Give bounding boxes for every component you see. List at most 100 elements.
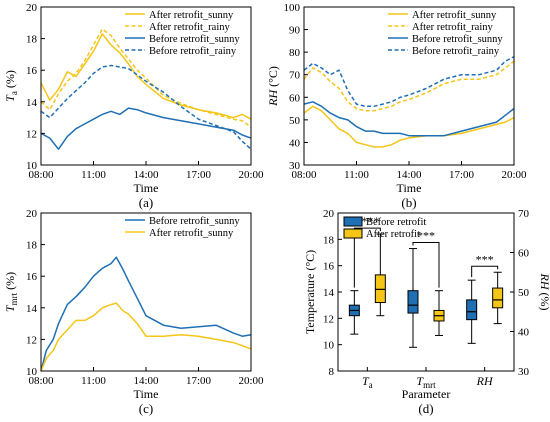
y-axis-label-right-unit: (%): [538, 290, 550, 311]
box-2-0: [466, 299, 478, 321]
series-line-a-2: [40, 107, 252, 150]
y-tick-label: 20: [26, 208, 38, 220]
y-axis-label-unit: (°C): [266, 66, 280, 90]
y-axis-label-main: T: [3, 94, 17, 102]
legend-label-d-1: After retrofit: [366, 229, 420, 240]
significance-bracket: [412, 242, 440, 288]
legend-label-a-2: Before retrofit_sunny: [149, 34, 240, 45]
x-tick-label: 11:00: [81, 169, 106, 181]
panel-caption: (d): [418, 401, 433, 416]
x-tick-label: 20:00: [501, 169, 527, 181]
y-tick-label-right: 30: [518, 366, 530, 378]
significance-label: ***: [476, 252, 494, 266]
y-tick-label-right: 60: [518, 248, 530, 260]
y-tick-label-left: 20: [323, 208, 335, 220]
x-tick-label: 17:00: [449, 169, 475, 181]
x-tick-label: 11:00: [344, 169, 369, 181]
category-label-main: RH: [476, 374, 494, 388]
legend-swatch-d-0: [343, 216, 363, 227]
y-tick-label: 50: [289, 115, 301, 127]
legend-label-b-2: Before retrofit_sunny: [412, 34, 503, 45]
series-line-a-1: [40, 28, 252, 128]
y-tick-label: 10: [26, 366, 38, 378]
y-axis-label-left: Temperature (°C): [303, 250, 317, 334]
y-tick-label-right: 70: [518, 208, 530, 220]
y-axis-label: Ta (%): [3, 70, 19, 102]
x-tick-label: 17:00: [186, 375, 212, 387]
x-axis-label: Time: [134, 181, 159, 195]
y-axis-label-unit: (%): [3, 70, 17, 91]
category-label: RH: [476, 374, 494, 388]
x-tick-label: 14:00: [133, 375, 159, 387]
legend-label-a-1: After retrofit_rainy: [149, 22, 231, 33]
y-tick-label: 14: [26, 97, 38, 109]
panel-caption: (c): [139, 401, 153, 416]
y-axis-label-main: RH: [266, 89, 280, 107]
y-tick-label: 100: [284, 2, 301, 14]
y-tick-label-right: 50: [518, 287, 530, 299]
x-axis-label: Time: [397, 181, 422, 195]
significance-bracket: [471, 265, 499, 278]
y-axis-label-sub: a: [9, 91, 19, 95]
y-tick-label: 16: [26, 65, 38, 77]
legend-swatch-d-1: [343, 228, 363, 239]
x-tick-label: 08:00: [28, 169, 54, 181]
x-tick-label: 14:00: [133, 169, 159, 181]
legend-label-b-3: Before retrofit_rainy: [412, 46, 500, 57]
series-line-a-3: [40, 64, 252, 150]
x-tick-label: 20:00: [238, 169, 264, 181]
legend-label-d-0: Before retrofit: [366, 217, 426, 228]
legend-label-c-1: After retrofit_sunny: [149, 228, 234, 239]
x-tick-label: 08:00: [291, 169, 317, 181]
category-label: Tmrt: [416, 374, 436, 390]
category-label: Ta: [362, 374, 373, 390]
panel-c: 08:00 11:00 14:00 17:00 20:00 10 12 14 16 18 20 Tim…: [3, 208, 264, 416]
x-axis-label: Parameter: [402, 387, 451, 401]
y-tick-label: 90: [289, 25, 301, 37]
y-tick-label-left: 16: [323, 261, 335, 273]
y-tick-label-left: 18: [323, 234, 335, 246]
category-label-sub: a: [369, 380, 373, 390]
y-tick-label: 14: [26, 303, 38, 315]
series-line-b-1: [303, 60, 515, 112]
x-tick-label: 08:00: [28, 375, 54, 387]
x-axis-label: Time: [134, 387, 159, 401]
legend-label-b-1: After retrofit_rainy: [412, 22, 494, 33]
y-axis-label-right-main: RH: [538, 273, 550, 291]
y-tick-label: 12: [26, 128, 37, 140]
legend-label-c-0: Before retrofit_sunny: [149, 216, 240, 227]
y-axis-label-sub: mrt: [9, 292, 19, 305]
y-axis-label: Tmrt (%): [3, 272, 19, 312]
significance-bracket: [353, 227, 381, 288]
significance-label: ***: [417, 229, 435, 243]
y-tick-label: 18: [26, 240, 38, 252]
y-tick-label-left: 12: [323, 313, 334, 325]
series-line-c-1: [40, 302, 252, 372]
series-line-c-0: [40, 256, 252, 372]
y-tick-label: 10: [26, 160, 38, 172]
y-tick-label: 30: [289, 160, 301, 172]
y-tick-label: 80: [289, 47, 301, 59]
panel-b: 08:00 11:00 14:00 17:00 20:00 30 40 50 60 70 80 90 1…: [266, 2, 527, 210]
y-tick-label-left: 14: [323, 287, 335, 299]
panel-a: 08:00 11:00 14:00 17:00 20:00 10 12 14 16 18 20 Tim…: [3, 2, 264, 210]
panel-caption: (b): [401, 195, 416, 210]
y-tick-label-right: 40: [518, 327, 530, 339]
legend-label-a-0: After retrofit_sunny: [149, 10, 234, 21]
series-line-a-0: [40, 33, 252, 120]
x-tick-label: 11:00: [81, 375, 106, 387]
box-0-1: [374, 274, 386, 304]
category-label-sub: mrt: [423, 380, 436, 390]
series-line-b-0: [303, 105, 515, 148]
box-2-1: [492, 287, 504, 309]
category-label-main: T: [362, 374, 370, 388]
x-tick-label: 14:00: [396, 169, 422, 181]
y-axis-label-unit: (%): [3, 272, 17, 293]
y-tick-label: 18: [26, 34, 38, 46]
y-axis-label: RH (°C): [266, 66, 280, 107]
y-axis-label-right: RH (%): [538, 273, 550, 311]
x-tick-label: 20:00: [238, 375, 264, 387]
y-tick-label-left: 8: [329, 366, 335, 378]
